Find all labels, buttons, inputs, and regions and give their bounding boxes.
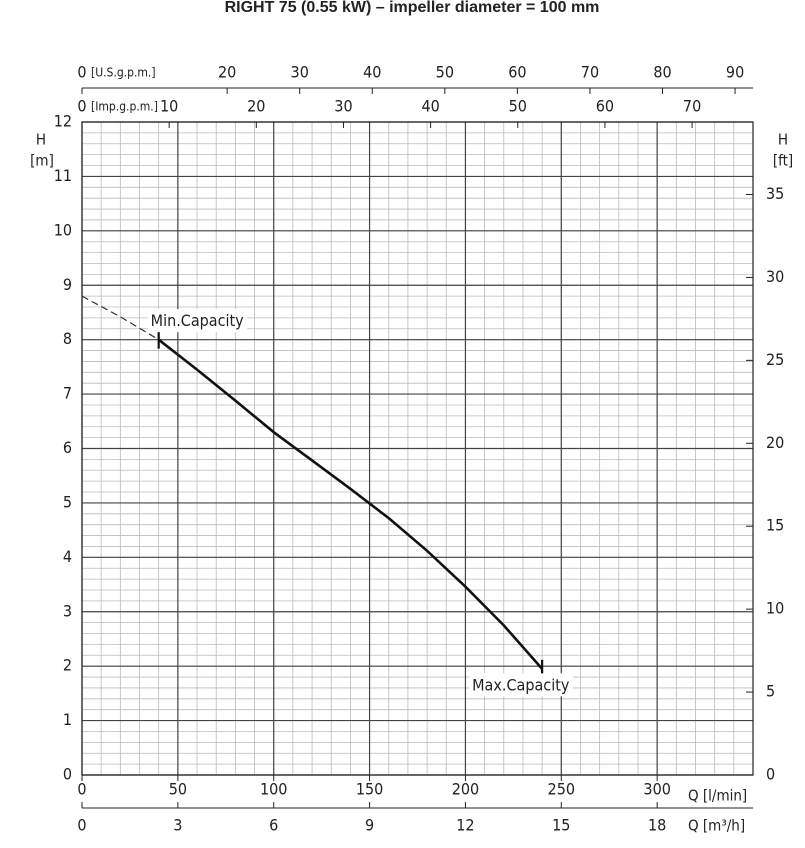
secondary-tick-label: 30 — [334, 97, 352, 116]
y-tick-label: 5 — [63, 492, 72, 511]
secondary-tick-label: 10 — [160, 97, 178, 116]
y-tick-label: 3 — [63, 601, 72, 620]
x-tick-label: 250 — [548, 780, 575, 799]
y-tick-label: 7 — [63, 384, 72, 403]
annotation-label: Min.Capacity — [151, 311, 245, 330]
secondary-axis-label: [U.S.g.p.m.] — [91, 66, 156, 80]
secondary-tick-label: 20 — [247, 97, 265, 116]
secondary-axis-label: Q [m³/h] — [688, 817, 745, 835]
secondary-tick-label: 9 — [365, 816, 374, 835]
secondary-tick-label: 50 — [509, 97, 527, 116]
secondary-tick-label: 30 — [766, 267, 784, 286]
pump-curve — [157, 338, 544, 670]
secondary-tick-label: 0 — [77, 63, 86, 82]
secondary-tick-label: 90 — [726, 63, 744, 82]
x-tick-label: 50 — [169, 780, 187, 799]
secondary-tick-label: 20 — [766, 433, 784, 452]
y-tick-label: 11 — [54, 166, 72, 185]
y-tick-label: 10 — [54, 220, 72, 239]
secondary-tick-label: 20 — [218, 63, 236, 82]
secondary-tick-label: 80 — [653, 63, 671, 82]
secondary-tick-label: 6 — [269, 816, 278, 835]
secondary-tick-label: 5 — [766, 682, 775, 701]
annotation-label: Max.Capacity — [472, 675, 570, 694]
y-axis-label: [m] — [30, 152, 54, 170]
secondary-tick-label: 70 — [683, 97, 701, 116]
secondary-tick-label: 60 — [596, 97, 614, 116]
secondary-tick-label: 18 — [648, 816, 666, 835]
y-axis-label: H — [36, 131, 46, 149]
plot-frame — [81, 121, 754, 776]
secondary-axis-label: H — [778, 131, 788, 149]
secondary-tick-label: 15 — [766, 516, 784, 535]
secondary-tick-label: 3 — [173, 816, 182, 835]
secondary-tick-label: 40 — [421, 97, 439, 116]
secondary-axis-label: [Imp.g.p.m.] — [91, 100, 158, 114]
secondary-tick-label: 0 — [77, 97, 86, 116]
secondary-tick-label: 50 — [436, 63, 454, 82]
secondary-tick-label: 0 — [77, 816, 86, 835]
secondary-axis-label: [ft] — [773, 152, 793, 170]
y-tick-label: 8 — [63, 329, 72, 348]
x-axis-label: Q [l/min] — [688, 787, 747, 805]
secondary-tick-label: 30 — [291, 63, 309, 82]
annotation-bg — [469, 673, 573, 697]
secondary-tick-label: 35 — [766, 184, 784, 203]
x-tick-label: 200 — [452, 780, 479, 799]
secondary-tick-label: 12 — [456, 816, 474, 835]
secondary-tick-label: 10 — [766, 599, 784, 618]
y-tick-label: 0 — [63, 765, 72, 784]
x-tick-label: 100 — [260, 780, 287, 799]
y-tick-label: 2 — [63, 656, 72, 675]
x-tick-label: 150 — [356, 780, 383, 799]
y-tick-label: 1 — [63, 710, 72, 729]
y-tick-label: 12 — [54, 112, 72, 131]
chart-title: RIGHT 75 (0.55 kW) – impeller diameter =… — [225, 0, 600, 16]
x-tick-label: 0 — [77, 780, 86, 799]
y-tick-label: 4 — [63, 547, 72, 566]
secondary-tick-label: 60 — [508, 63, 526, 82]
secondary-tick-label: 0 — [766, 765, 775, 784]
secondary-tick-label: 25 — [766, 350, 784, 369]
y-tick-label: 9 — [63, 275, 72, 294]
pump-curve — [81, 295, 159, 341]
secondary-tick-label: 15 — [552, 816, 570, 835]
x-tick-label: 300 — [643, 780, 670, 799]
secondary-tick-label: 70 — [581, 63, 599, 82]
y-tick-label: 6 — [63, 438, 72, 457]
annotation-bg — [147, 309, 248, 333]
secondary-tick-label: 40 — [363, 63, 381, 82]
